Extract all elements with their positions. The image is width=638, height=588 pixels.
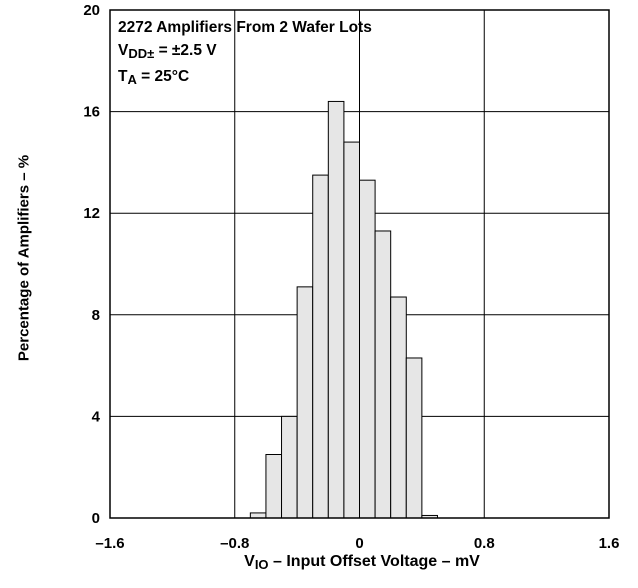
plot-frame <box>109 9 610 519</box>
x-axis-label-symbol: V <box>244 553 255 570</box>
histogram-bar <box>296 286 314 519</box>
histogram-bar <box>343 141 360 519</box>
y-tick-label: 0 <box>92 510 100 527</box>
annotation-ta-subscript: A <box>127 72 137 87</box>
y-tick-labels: 0 4 8 12 16 20 <box>83 2 100 527</box>
histogram-bars <box>249 100 438 519</box>
y-axis-label: Percentage of Amplifiers – % <box>15 154 33 362</box>
histogram-bar <box>327 100 345 519</box>
y-tick-label: 8 <box>92 307 100 324</box>
y-tick-label: 4 <box>92 408 101 425</box>
x-tick-labels: –1.6 –0.8 0 0.8 1.6 <box>95 535 619 552</box>
histogram-bar <box>281 415 298 519</box>
histogram-bar <box>374 230 392 519</box>
annotation-line-2: VDD± = ±2.5 V <box>118 39 372 65</box>
histogram-bar <box>359 179 376 519</box>
annotation-line-3: TA = 25°C <box>118 65 372 91</box>
annotation-vdd-symbol: V <box>118 42 129 59</box>
x-tick-label: 0 <box>355 535 363 552</box>
x-tick-label: –0.8 <box>220 535 249 552</box>
histogram-bar <box>249 512 267 519</box>
histogram-bar <box>312 174 329 519</box>
histogram-bar <box>265 454 283 519</box>
annotation-vdd-value: = ±2.5 V <box>154 42 217 59</box>
x-tick-label: 1.6 <box>599 535 620 552</box>
annotation-vdd-subscript: DD± <box>128 46 155 61</box>
x-tick-label: –1.6 <box>95 535 124 552</box>
histogram-bar <box>405 357 423 519</box>
y-tick-label: 12 <box>83 205 100 222</box>
x-axis-label-text: – Input Offset Voltage – mV <box>268 553 480 570</box>
chart-annotation: 2272 Amplifiers From 2 Wafer Lots VDD± =… <box>118 16 372 91</box>
y-tick-label: 16 <box>83 104 100 121</box>
x-axis-label: VIO – Input Offset Voltage – mV <box>244 553 480 572</box>
annotation-line-1: 2272 Amplifiers From 2 Wafer Lots <box>118 19 372 36</box>
histogram-bar <box>390 296 407 519</box>
annotation-ta-symbol: T <box>118 68 128 85</box>
x-axis-label-subscript: IO <box>254 557 269 572</box>
annotation-ta-value: = 25°C <box>136 68 190 85</box>
x-tick-label: 0.8 <box>474 535 495 552</box>
y-tick-label: 20 <box>83 2 100 19</box>
